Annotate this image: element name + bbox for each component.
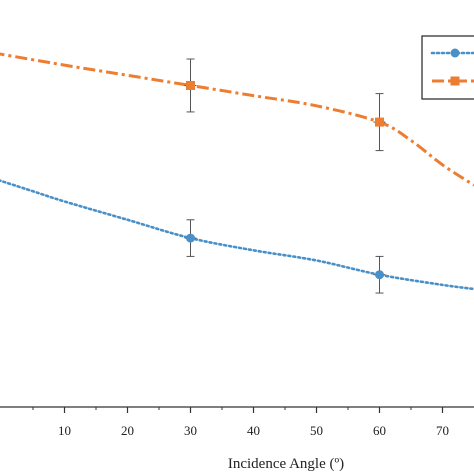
x-axis: 10 20 30 40 50 60 70 xyxy=(0,406,474,438)
legend-entry-square xyxy=(432,76,474,86)
x-tick-label: 30 xyxy=(184,423,197,438)
x-tick-label: 60 xyxy=(373,423,386,438)
x-tick-label: 50 xyxy=(310,423,323,438)
legend xyxy=(421,35,474,100)
x-tick-label: 70 xyxy=(436,423,449,438)
legend-box xyxy=(421,35,474,100)
x-tick-label: 10 xyxy=(58,423,71,438)
legend-marker-circle xyxy=(450,48,460,58)
data-point-circle xyxy=(186,233,195,243)
series-layer xyxy=(0,52,474,294)
data-point-square xyxy=(375,117,384,127)
data-point-square xyxy=(186,80,195,90)
x-tick-label: 40 xyxy=(247,423,260,438)
series-line-square xyxy=(0,52,474,187)
x-tick-label: 20 xyxy=(121,423,134,438)
data-point-circle xyxy=(375,270,384,280)
series-circle xyxy=(0,179,474,294)
series-square xyxy=(0,52,474,187)
legend-marker-square xyxy=(450,76,460,86)
legend-entry-circle xyxy=(430,48,474,58)
series-line-circle xyxy=(0,179,474,291)
x-axis-title: Incidence Angle (º) xyxy=(228,456,344,472)
